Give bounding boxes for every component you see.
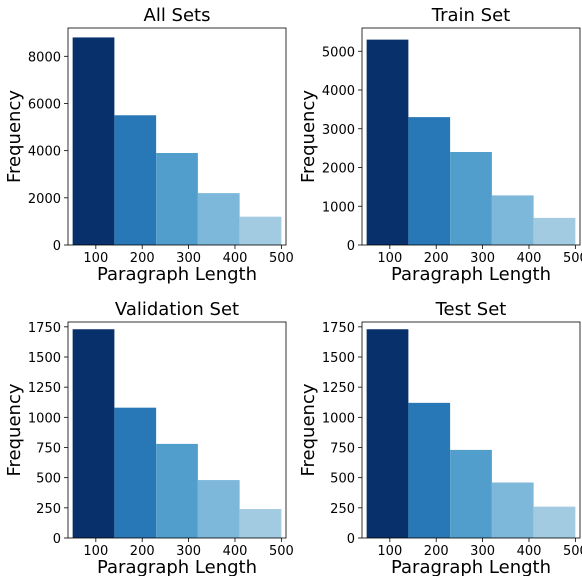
y-tick-label: 0 [347,532,355,547]
histogram-bar [197,480,240,538]
histogram-bar [450,152,492,245]
x-tick-label: 300 [176,251,201,266]
chart-panel-3: 100 200 300 400 500 0 250 500 750 1000 1250 1500 175… [4,299,294,576]
plot-frame [67,27,287,246]
plot-frame [67,321,287,539]
chart-panel-1: 100 200 300 400 500 0 2000 4000 6000 8000 All Sets… [4,5,294,285]
chart-panel-4: 100 200 300 400 500 0 250 500 750 1000 1250 1500 175… [298,299,582,576]
y-axis-label: Frequency [298,383,319,476]
x-tick-label: 200 [130,544,155,559]
x-tick-label: 100 [377,544,402,559]
y-tick-label: 1750 [28,321,61,336]
y-tick-label: 750 [36,441,61,456]
x-tick-label: 500 [269,544,294,559]
histogram-bar [450,449,492,538]
x-tick-label: 100 [83,544,108,559]
histogram-bar [408,402,451,538]
y-tick-label: 1250 [28,381,61,396]
y-tick-label: 0 [53,239,61,254]
histogram-bar [366,39,409,245]
histogram-bar [72,329,115,538]
y-tick-label: 1750 [322,321,355,336]
y-tick-label: 3000 [322,123,355,138]
y-tick-label: 250 [36,502,61,517]
y-tick-label: 500 [330,472,355,487]
x-tick-label: 300 [176,544,201,559]
x-tick-label: 500 [563,544,582,559]
x-axis-label: Paragraph Length [391,557,551,576]
x-tick-label: 400 [223,544,248,559]
y-tick-label: 1250 [322,381,355,396]
x-axis-label: Paragraph Length [97,264,257,285]
y-tick-label: 2000 [28,192,61,207]
y-tick-label: 4000 [28,145,61,160]
histogram-bar [533,506,576,538]
y-tick-label: 8000 [28,50,61,65]
x-tick-label: 300 [470,544,495,559]
x-tick-label: 500 [269,251,294,266]
y-tick-label: 1500 [28,351,61,366]
y-tick-label: 1500 [322,351,355,366]
x-tick-label: 400 [223,251,248,266]
histogram-bar [366,329,409,538]
histogram-bar [239,509,282,538]
y-tick-label: 0 [53,532,61,547]
panel-title: Test Set [435,299,507,320]
histogram-bar [408,117,451,245]
y-tick-label: 4000 [322,84,355,99]
histogram-bar [491,482,534,538]
y-axis-label: Frequency [298,90,319,183]
y-axis-label: Frequency [4,90,25,183]
histogram-bar [114,115,157,246]
x-tick-label: 300 [470,251,495,266]
x-tick-label: 200 [424,544,449,559]
x-tick-label: 100 [83,251,108,266]
plot-frame [361,321,581,539]
y-tick-label: 250 [330,502,355,517]
y-tick-label: 1000 [322,411,355,426]
histogram-bar [533,217,576,245]
x-tick-label: 100 [377,251,402,266]
x-tick-label: 200 [130,251,155,266]
chart-panel-2: 100200300400500010002000300040005000Trai… [298,5,582,285]
x-tick-label: 200 [424,251,449,266]
histogram-bar [197,193,240,245]
histogram-bar [239,216,282,245]
histogram-bar [156,443,198,538]
histogram-bar [491,195,534,245]
y-tick-label: 500 [36,472,61,487]
x-tick-label: 500 [563,251,582,266]
y-tick-label: 750 [330,441,355,456]
y-tick-label: 1000 [322,200,355,215]
y-tick-label: 6000 [28,97,61,112]
y-tick-label: 0 [347,239,355,254]
x-axis-label: Paragraph Length [97,557,257,576]
panel-title: All Sets [144,5,211,26]
y-tick-label: 5000 [322,45,355,60]
y-tick-label: 1000 [28,411,61,426]
panel-title: Train Set [431,5,510,26]
histogram-bar [156,153,198,245]
y-tick-label: 2000 [322,162,355,177]
histogram-bar [72,37,115,245]
y-axis-label: Frequency [4,383,25,476]
x-tick-label: 400 [517,544,542,559]
plot-frame [361,27,581,246]
x-tick-label: 400 [517,251,542,266]
x-axis-label: Paragraph Length [391,264,551,285]
histogram-bar [114,407,157,538]
panel-title: Validation Set [115,299,239,320]
